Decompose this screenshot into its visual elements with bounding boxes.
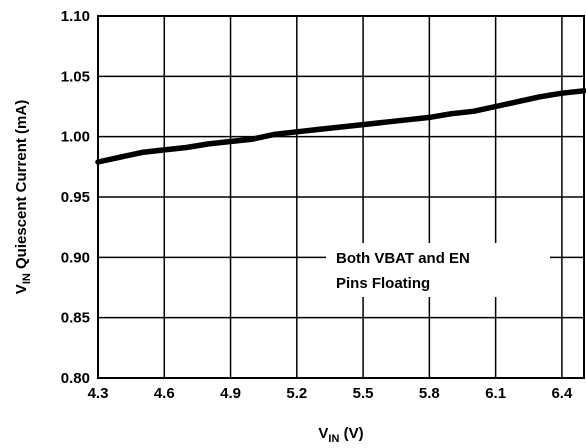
x-axis-title: VIN (V) [318,425,363,445]
series-line [95,88,586,165]
annotation-line-1: Both VBAT and EN [336,250,470,267]
x-tick-label: 6.4 [551,385,573,402]
y-tick-label: 0.90 [61,249,90,266]
y-axis-title: VIN Quiescent Current (mA) [13,100,33,294]
x-axis-title-subscript: IN [328,433,339,445]
series-layer [95,88,586,165]
y-tick-label: 0.80 [61,370,90,387]
y-axis-title-main: V [13,284,30,294]
plot-frame [97,15,585,379]
x-tick-label: 6.1 [485,385,506,402]
x-tick-label: 4.3 [88,385,109,402]
x-tick-label: 5.5 [353,385,374,402]
y-tick-label: 1.10 [61,8,90,25]
x-tick-label: 5.8 [419,385,440,402]
annotation-line-2: Pins Floating [336,275,430,292]
annotation-background [326,243,550,297]
y-tick-label: 1.00 [61,129,90,146]
x-axis-title-main: V [318,425,328,442]
y-axis-title-suffix: Quiescent Current (mA) [13,100,30,273]
y-tick-label: 1.05 [61,68,90,85]
annotation-layer: Both VBAT and EN Pins Floating [326,243,550,297]
x-tick-label: 4.9 [220,385,241,402]
y-tick-label: 0.85 [61,310,90,327]
x-tick-label: 4.6 [154,385,175,402]
tick-label-layer: 0.80 0.85 0.90 0.95 1.00 1.05 1.10 4.3 4.6 4.9 5.2… [61,8,573,402]
x-tick-label: 5.2 [286,385,307,402]
y-tick-label: 0.95 [61,189,90,206]
x-axis-title-suffix: (V) [339,425,363,442]
y-axis-title-subscript: IN [21,273,33,284]
grid-layer [97,15,584,379]
